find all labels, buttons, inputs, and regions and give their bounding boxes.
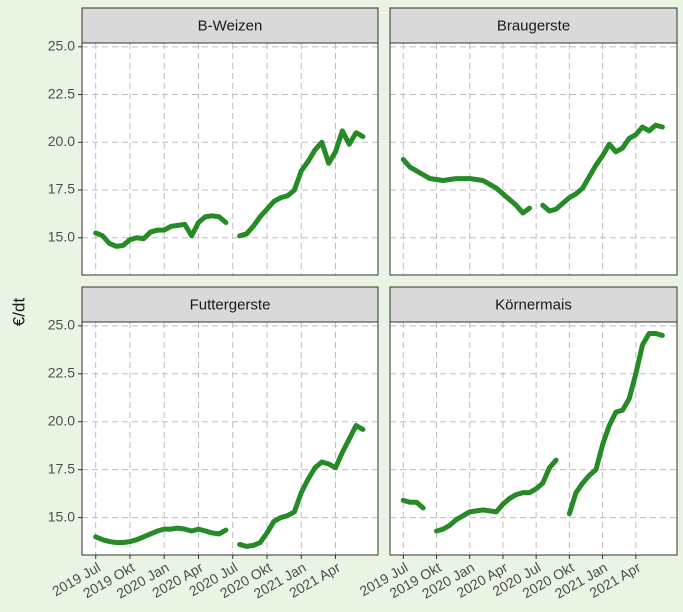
- strip: [81, 7, 379, 44]
- facet-title: Körnermais: [495, 296, 572, 313]
- facet-title: Braugerste: [497, 17, 570, 34]
- y-tick-label: 17.5: [48, 181, 75, 197]
- facet-title: B-Weizen: [198, 17, 263, 34]
- strip: [389, 286, 678, 323]
- panel-border: [389, 42, 678, 276]
- price-line: [93, 423, 366, 549]
- y-tick-label: 22.5: [48, 364, 75, 380]
- panel: [390, 322, 677, 555]
- facet-title: Futtergerste: [190, 296, 271, 313]
- panel: [82, 322, 378, 555]
- strip: [81, 286, 379, 323]
- panel-border: [81, 42, 379, 276]
- y-tick-label: 25.0: [48, 38, 75, 54]
- y-tick-label: 25.0: [48, 317, 75, 333]
- price-line: [400, 122, 665, 216]
- y-tick-label: 15.0: [48, 228, 75, 244]
- price-line: [400, 331, 665, 534]
- panel-border: [81, 321, 379, 556]
- y-tick-label: 20.0: [48, 133, 75, 149]
- price-line: [93, 128, 366, 249]
- y-tick-label: 20.0: [48, 412, 75, 428]
- y-tick-label: 15.0: [48, 508, 75, 524]
- strip: [389, 7, 678, 44]
- panel-border: [389, 321, 678, 556]
- y-axis-label: €/dt: [9, 298, 28, 327]
- panel: [390, 43, 677, 275]
- y-tick-label: 22.5: [48, 85, 75, 101]
- y-tick-label: 17.5: [48, 460, 75, 476]
